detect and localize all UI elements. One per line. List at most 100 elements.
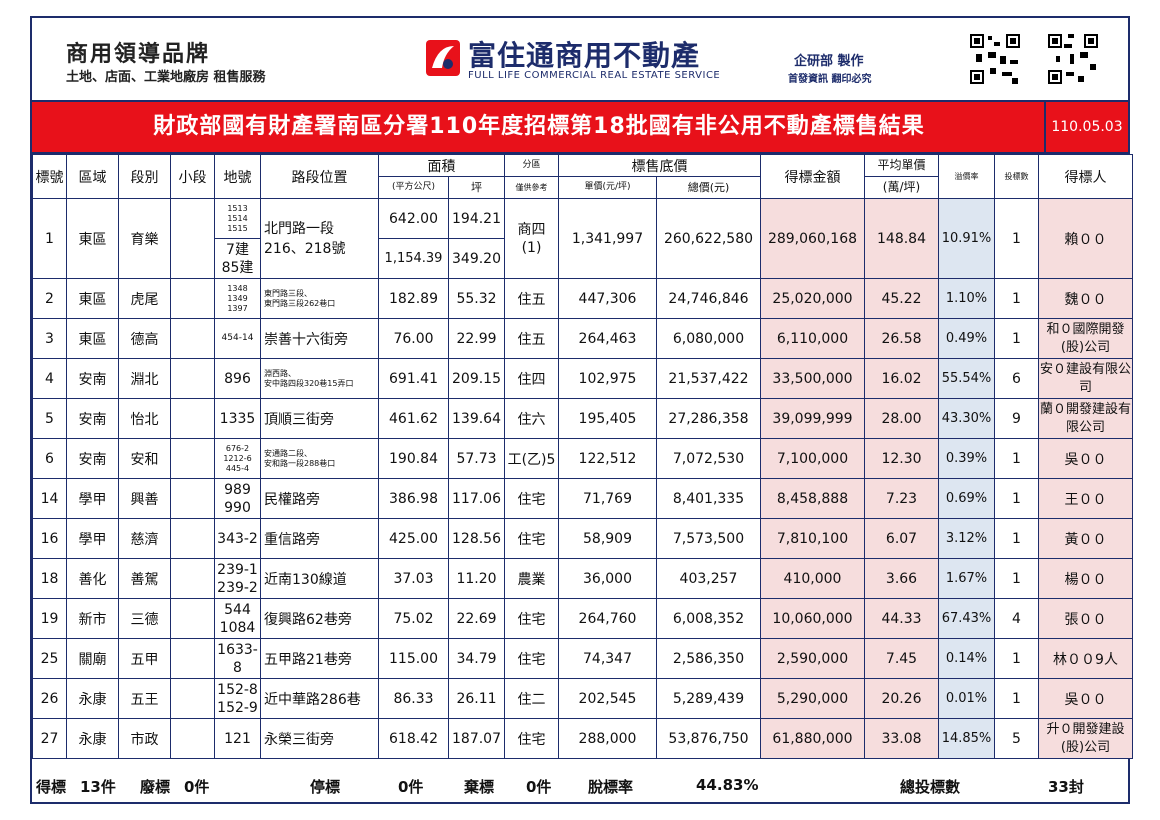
cell-premium: 0.69%: [938, 478, 995, 519]
cell-total-price: 8,401,335: [656, 478, 761, 519]
cell-area-m2: 386.98: [378, 478, 449, 519]
cell-winner: 和０國際開發(股)公司: [1038, 318, 1133, 359]
cell-avg-price: 26.58: [864, 318, 939, 359]
cell-avg-price: 45.22: [864, 278, 939, 319]
cell-winner: 吳００: [1038, 678, 1133, 719]
cell-zone: 住宅: [504, 718, 559, 759]
company-en: FULL LIFE COMMERCIAL REAL ESTATE SERVICE: [468, 70, 721, 81]
cell-section: 育樂: [118, 198, 171, 279]
cell-total-price: 6,080,000: [656, 318, 761, 359]
cell-area-m2: 691.41: [378, 358, 449, 399]
cell-unit-price: 195,405: [558, 398, 657, 439]
cell-winner: 王００: [1038, 478, 1133, 519]
cell-subsection: [170, 558, 215, 599]
cell-area-ping: 57.73: [448, 438, 505, 479]
col-winner: 得標人: [1038, 154, 1133, 199]
cell-area-ping: 22.69: [448, 598, 505, 639]
cell-section: 德高: [118, 318, 171, 359]
cell-winning-amount: 8,458,888: [760, 478, 865, 519]
abandoned-label: 棄標: [464, 778, 495, 796]
cell-premium: 3.12%: [938, 518, 995, 559]
cell-district: 善化: [66, 558, 119, 599]
cell-premium: 0.01%: [938, 678, 995, 719]
cell-section: 虎尾: [118, 278, 171, 319]
cell-winner: 安０建設有限公司: [1038, 358, 1133, 399]
cell-avg-price: 12.30: [864, 438, 939, 479]
cell-unit-price: 58,909: [558, 518, 657, 559]
table-row: 1 東區 育樂 1513 1514 1515 北門路一段 216、218號 64…: [32, 198, 1133, 279]
table-row: 27 永康 市政 121 永榮三街旁 618.42 187.07 住宅 288,000 53,87…: [32, 718, 1133, 759]
cell-no: 6: [32, 438, 67, 479]
cell-location: 五甲路21巷旁: [260, 638, 379, 679]
cell-total-price: 7,072,530: [656, 438, 761, 479]
cell-avg-price: 3.66: [864, 558, 939, 599]
cell-bids: 1: [994, 198, 1039, 279]
cell-winning-amount: 7,100,000: [760, 438, 865, 479]
cell-winning-amount: 10,060,000: [760, 598, 865, 639]
title-bar: 財政部國有財產署南區分署110年度招標第18批國有非公用不動產標售結果 110.…: [32, 100, 1128, 154]
cell-zone: 住五: [504, 318, 559, 359]
cell-area-m2: 75.02: [378, 598, 449, 639]
cell-winning-amount: 2,590,000: [760, 638, 865, 679]
cell-zone: 商四 (1): [504, 198, 559, 279]
cell-total-price: 2,586,350: [656, 638, 761, 679]
cell-location: 近南130線道: [260, 558, 379, 599]
cell-subsection: [170, 358, 215, 399]
cell-bids: 1: [994, 518, 1039, 559]
cell-area-ping: 26.11: [448, 678, 505, 719]
cell-subsection: [170, 198, 215, 279]
cell-district: 學甲: [66, 518, 119, 559]
cell-unit-price: 202,545: [558, 678, 657, 719]
cell-winning-amount: 39,099,999: [760, 398, 865, 439]
table-row: 25 關廟 五甲 1633-8 五甲路21巷旁 115.00 34.79 住宅 74,347 2,…: [32, 638, 1133, 679]
cell-unit-price: 36,000: [558, 558, 657, 599]
cell-zone: 住宅: [504, 518, 559, 559]
cell-unit-price: 264,760: [558, 598, 657, 639]
cell-subsection: [170, 278, 215, 319]
cell-subsection: [170, 318, 215, 359]
col-district: 區域: [66, 154, 119, 199]
cell-zone: 住宅: [504, 638, 559, 679]
cell-lot: 454-14: [214, 318, 261, 359]
qr-code-icon: [968, 32, 1022, 86]
col-area-m2: (平方公尺): [378, 176, 449, 199]
cell-district: 東區: [66, 278, 119, 319]
cell-section: 淵北: [118, 358, 171, 399]
cell-zone: 農業: [504, 558, 559, 599]
cell-winner: 賴００: [1038, 198, 1133, 279]
cell-no: 1: [32, 198, 67, 279]
cell-unit-price: 102,975: [558, 358, 657, 399]
cell-location: 崇善十六街旁: [260, 318, 379, 359]
cell-no: 4: [32, 358, 67, 399]
cell-district: 永康: [66, 718, 119, 759]
table-row: 6 安南 安和 676-2 1212-6 445-4 安通路二段、 安和路一段288巷口…: [32, 438, 1133, 479]
cell-winner: 林００9人: [1038, 638, 1133, 679]
cell-area-m2: 461.62: [378, 398, 449, 439]
table-row: 5 安南 怡北 1335 頂順三街旁 461.62 139.64 住六 195,405 27,28…: [32, 398, 1133, 439]
cell-winner: 魏００: [1038, 278, 1133, 319]
dept-line1: 企研部 製作: [794, 54, 864, 69]
cell-subsection: [170, 638, 215, 679]
col-unit-price: 單價(元/坪): [558, 176, 657, 199]
cell-unit-price: 447,306: [558, 278, 657, 319]
cell-premium: 14.85%: [938, 718, 995, 759]
table-row: 7建 85建 1,154.39 349.20: [33, 238, 1133, 279]
cell-area-ping: 22.99: [448, 318, 505, 359]
cell-location: 東門路三段、 東門路三段262巷口: [260, 278, 379, 319]
cell-zone: 工(乙)5: [504, 438, 559, 479]
cell-area-m2: 618.42: [378, 718, 449, 759]
cell-no: 14: [32, 478, 67, 519]
cell-area-ping: 187.07: [448, 718, 505, 759]
cell-bids: 1: [994, 678, 1039, 719]
cell-bids: 5: [994, 718, 1039, 759]
table-row: 2 東區 虎尾 1348 1349 1397 東門路三段、 東門路三段262巷口 182.…: [32, 278, 1133, 319]
cell-area-ping: 349.20: [448, 238, 505, 279]
cell-avg-price: 148.84: [864, 198, 939, 279]
cell-avg-price: 16.02: [864, 358, 939, 399]
col-total-price: 總價(元): [656, 176, 761, 199]
cell-area-m2: 642.00: [378, 198, 449, 239]
cell-unit-price: 264,463: [558, 318, 657, 359]
sold-rate-value: 44.83%: [696, 776, 759, 794]
cell-location: 北門路一段 216、218號: [260, 198, 379, 279]
table-row: 3 東區 德高 454-14 崇善十六街旁 76.00 22.99 住五 264,463 6,08…: [32, 318, 1133, 359]
